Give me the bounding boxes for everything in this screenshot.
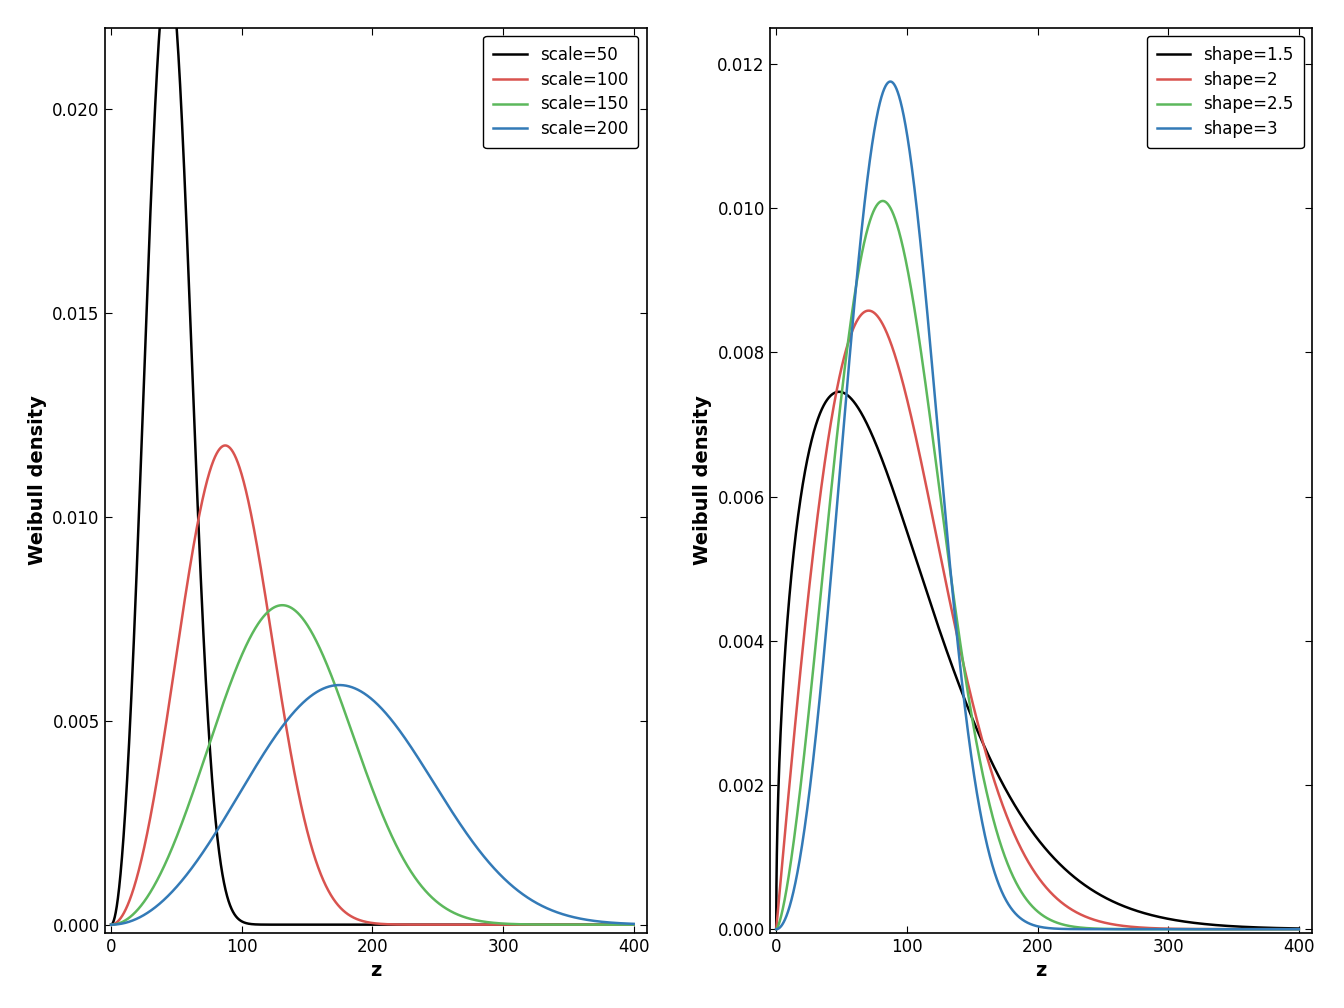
scale=50: [532, 918, 548, 930]
Y-axis label: Weibull density: Weibull density: [28, 395, 47, 565]
Line: scale=50: scale=50: [112, 0, 634, 924]
shape=1.5: [1159, 912, 1175, 924]
shape=1.5: [1082, 882, 1098, 894]
shape=2: [863, 305, 879, 318]
shape=2.5: [863, 212, 879, 224]
shape=3: [769, 923, 785, 935]
shape=3: [1198, 923, 1214, 935]
shape=3: [863, 145, 879, 157]
shape=2: [1107, 919, 1124, 931]
scale=100: [103, 918, 120, 930]
shape=2: [1159, 922, 1175, 934]
scale=100: [302, 839, 319, 851]
scale=150: [274, 599, 290, 611]
shape=3: [1290, 923, 1306, 935]
scale=150: [198, 748, 214, 760]
Y-axis label: Weibull density: Weibull density: [692, 395, 712, 565]
shape=2.5: [1107, 923, 1124, 935]
X-axis label: z: z: [1035, 962, 1047, 980]
shape=2.5: [1082, 922, 1098, 934]
scale=200: [444, 804, 460, 816]
Line: scale=150: scale=150: [112, 605, 634, 924]
shape=2: [1082, 912, 1098, 924]
shape=1.5: [769, 922, 785, 934]
shape=2.5: [769, 923, 785, 935]
shape=1.5: [1107, 897, 1124, 909]
scale=150: [444, 905, 460, 917]
Legend: scale=50, scale=100, scale=150, scale=200: scale=50, scale=100, scale=150, scale=20…: [484, 36, 638, 148]
shape=1.5: [863, 427, 879, 439]
shape=2: [769, 923, 785, 935]
scale=150: [302, 625, 319, 637]
shape=3: [1159, 923, 1175, 935]
scale=100: [218, 439, 234, 452]
scale=150: [626, 918, 642, 930]
Line: shape=2.5: shape=2.5: [777, 201, 1298, 929]
scale=50: [103, 918, 120, 930]
scale=50: [302, 918, 319, 930]
scale=100: [532, 918, 548, 930]
Line: scale=200: scale=200: [112, 685, 634, 924]
scale=150: [532, 918, 548, 930]
scale=200: [532, 899, 548, 911]
shape=2: [860, 304, 876, 317]
shape=2: [1290, 923, 1306, 935]
shape=1.5: [1198, 918, 1214, 930]
scale=200: [626, 917, 642, 929]
shape=2.5: [968, 734, 984, 746]
scale=100: [444, 918, 460, 930]
scale=200: [302, 690, 319, 703]
scale=200: [417, 762, 433, 774]
scale=100: [198, 479, 214, 491]
shape=2.5: [875, 195, 891, 207]
shape=2.5: [1159, 923, 1175, 935]
scale=100: [493, 918, 509, 930]
scale=50: [626, 918, 642, 930]
Line: shape=1.5: shape=1.5: [777, 392, 1298, 928]
shape=2: [968, 711, 984, 723]
shape=2.5: [1290, 923, 1306, 935]
X-axis label: z: z: [370, 962, 382, 980]
shape=3: [882, 76, 898, 88]
scale=50: [198, 680, 214, 692]
Line: shape=3: shape=3: [777, 82, 1298, 929]
scale=200: [198, 842, 214, 854]
scale=100: [417, 918, 433, 930]
scale=50: [417, 918, 433, 930]
Line: scale=100: scale=100: [112, 446, 634, 924]
scale=100: [626, 918, 642, 930]
shape=3: [1082, 923, 1098, 935]
scale=200: [103, 918, 120, 930]
shape=1.5: [831, 386, 847, 398]
Line: shape=2: shape=2: [777, 310, 1298, 929]
scale=150: [103, 918, 120, 930]
scale=200: [493, 870, 509, 882]
shape=2: [1198, 923, 1214, 935]
scale=50: [444, 918, 460, 930]
scale=50: [493, 918, 509, 930]
scale=150: [417, 884, 433, 896]
scale=150: [493, 917, 509, 929]
shape=3: [968, 781, 984, 793]
Legend: shape=1.5, shape=2, shape=2.5, shape=3: shape=1.5, shape=2, shape=2.5, shape=3: [1146, 36, 1304, 148]
shape=3: [1107, 923, 1124, 935]
shape=2.5: [1198, 923, 1214, 935]
shape=1.5: [968, 722, 984, 734]
scale=200: [332, 679, 348, 691]
shape=1.5: [1290, 922, 1306, 934]
